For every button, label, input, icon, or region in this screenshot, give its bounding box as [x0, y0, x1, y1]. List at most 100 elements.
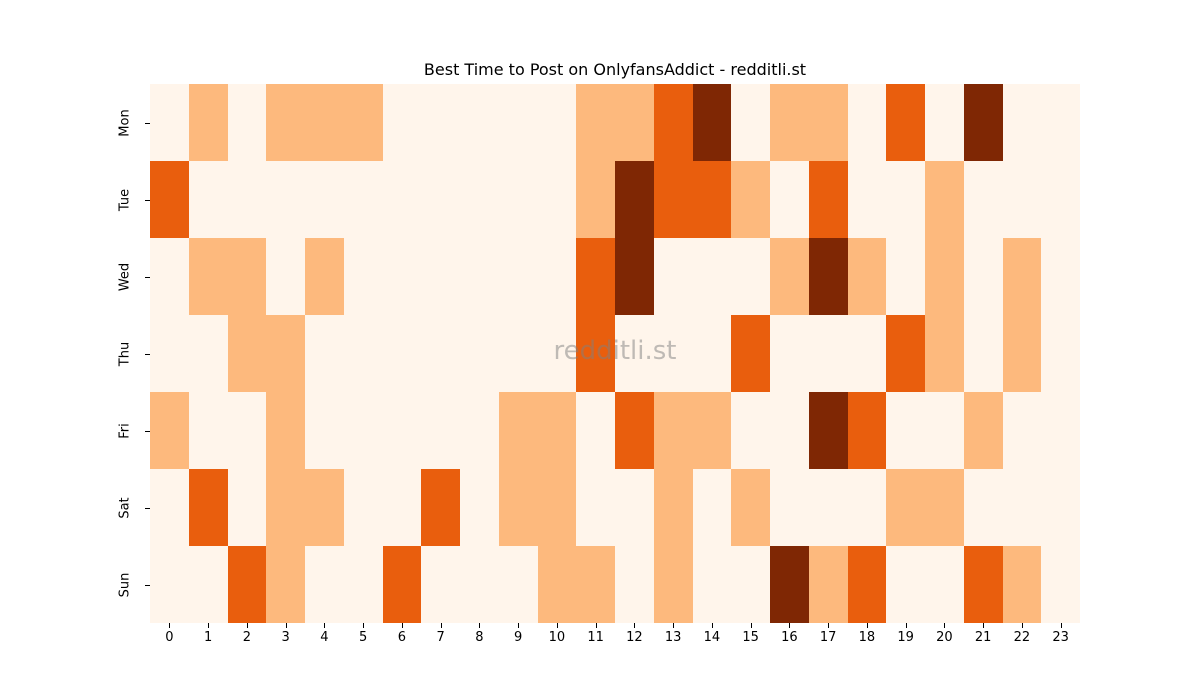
x-tick-mark	[401, 623, 403, 628]
y-tick-mark	[145, 122, 150, 124]
heatmap-cell	[150, 161, 189, 238]
heatmap-cell	[227, 161, 267, 238]
heatmap-cell	[150, 84, 189, 161]
x-tick-mark	[866, 623, 868, 628]
heatmap-cell	[150, 392, 189, 469]
heatmap-cell	[460, 392, 499, 469]
heatmap-cell	[382, 469, 422, 546]
heatmap-cell	[421, 392, 460, 469]
heatmap-cell	[343, 238, 383, 315]
heatmap-cell	[343, 161, 383, 238]
x-tick-mark	[246, 623, 248, 628]
heatmap-cell	[382, 84, 422, 161]
heatmap-cell	[692, 315, 732, 392]
heatmap-cell	[498, 161, 538, 238]
x-tick-label: 2	[242, 630, 252, 645]
heatmap-cell	[421, 315, 460, 392]
heatmap-cell	[266, 469, 305, 546]
heatmap-cell	[266, 315, 305, 392]
heatmap-cell	[1041, 469, 1080, 546]
heatmap-cell	[808, 238, 848, 315]
heatmap-cell	[460, 315, 499, 392]
heatmap-cell	[886, 392, 925, 469]
heatmap-cell	[653, 469, 693, 546]
x-tick-label: 18	[858, 630, 876, 645]
heatmap-cell	[460, 84, 499, 161]
heatmap-cell	[615, 392, 654, 469]
heatmap-cell	[1002, 546, 1042, 623]
x-tick-label: 13	[664, 630, 682, 645]
heatmap-cell	[421, 84, 460, 161]
heatmap-cell	[576, 546, 615, 623]
heatmap-cell	[1041, 238, 1080, 315]
heatmap-cell	[615, 315, 654, 392]
heatmap-cell	[731, 546, 770, 623]
heatmap-cell	[925, 161, 964, 238]
heatmap-cell	[188, 238, 228, 315]
heatmap-cell	[615, 238, 654, 315]
heatmap-cell	[343, 392, 383, 469]
heatmap-cell	[847, 546, 887, 623]
heatmap-cell	[576, 238, 615, 315]
heatmap-cell	[615, 84, 654, 161]
heatmap-cell	[692, 161, 732, 238]
heatmap-cell	[731, 238, 770, 315]
heatmap-cell	[1002, 161, 1042, 238]
heatmap-cell	[421, 161, 460, 238]
heatmap-cell	[227, 392, 267, 469]
x-tick-mark	[479, 623, 481, 628]
heatmap-cell	[925, 238, 964, 315]
heatmap-grid	[150, 84, 1080, 623]
heatmap-cell	[770, 84, 809, 161]
heatmap-cell	[498, 84, 538, 161]
heatmap-cell	[653, 238, 693, 315]
heatmap-cell	[1002, 469, 1042, 546]
y-tick-label: Sat	[110, 469, 140, 546]
y-tick-label: Mon	[110, 84, 140, 161]
heatmap-cell	[847, 238, 887, 315]
heatmap-cell	[498, 469, 538, 546]
heatmap-cell	[653, 546, 693, 623]
heatmap-cell	[227, 238, 267, 315]
heatmap-cell	[692, 238, 732, 315]
heatmap-cell	[150, 315, 189, 392]
heatmap-cell	[498, 392, 538, 469]
heatmap-cell	[1041, 546, 1080, 623]
heatmap-cell	[305, 84, 344, 161]
heatmap-cell	[1002, 84, 1042, 161]
heatmap-cell	[692, 392, 732, 469]
x-tick-label: 15	[742, 630, 759, 645]
x-tick-label: 12	[626, 630, 643, 645]
x-tick-mark	[905, 623, 907, 628]
heatmap-cell	[731, 315, 770, 392]
x-tick-label: 8	[475, 630, 484, 645]
x-axis: 0 1 2 3 4 5 6 7 8 9 10 11 12 13 14 15 16 17 18 19 20 21 22 23	[150, 623, 1080, 653]
x-tick-label: 3	[281, 630, 290, 645]
heatmap-cell	[963, 238, 1003, 315]
heatmap-cell	[498, 238, 538, 315]
heatmap-cell	[1002, 315, 1042, 392]
heatmap-cell	[537, 469, 577, 546]
heatmap-cell	[653, 392, 693, 469]
heatmap-cell	[886, 469, 925, 546]
heatmap-cell	[770, 238, 809, 315]
x-tick-mark	[363, 623, 365, 628]
x-tick-label: 23	[1052, 630, 1069, 645]
heatmap-cell	[576, 161, 615, 238]
heatmap-cell	[576, 84, 615, 161]
heatmap-cell	[382, 238, 422, 315]
heatmap-cell	[266, 161, 305, 238]
x-tick-label: 5	[358, 630, 368, 645]
heatmap-cell	[847, 315, 887, 392]
heatmap-cell	[537, 238, 577, 315]
heatmap-cell	[963, 84, 1003, 161]
heatmap-cell	[886, 315, 925, 392]
heatmap-cell	[305, 238, 344, 315]
x-tick-label: 1	[203, 630, 213, 645]
y-tick-text: Fri	[117, 422, 133, 439]
heatmap-cell	[886, 161, 925, 238]
heatmap-cell	[1041, 161, 1080, 238]
x-tick-mark	[1021, 623, 1023, 628]
heatmap-cell	[925, 392, 964, 469]
heatmap-cell	[150, 546, 189, 623]
